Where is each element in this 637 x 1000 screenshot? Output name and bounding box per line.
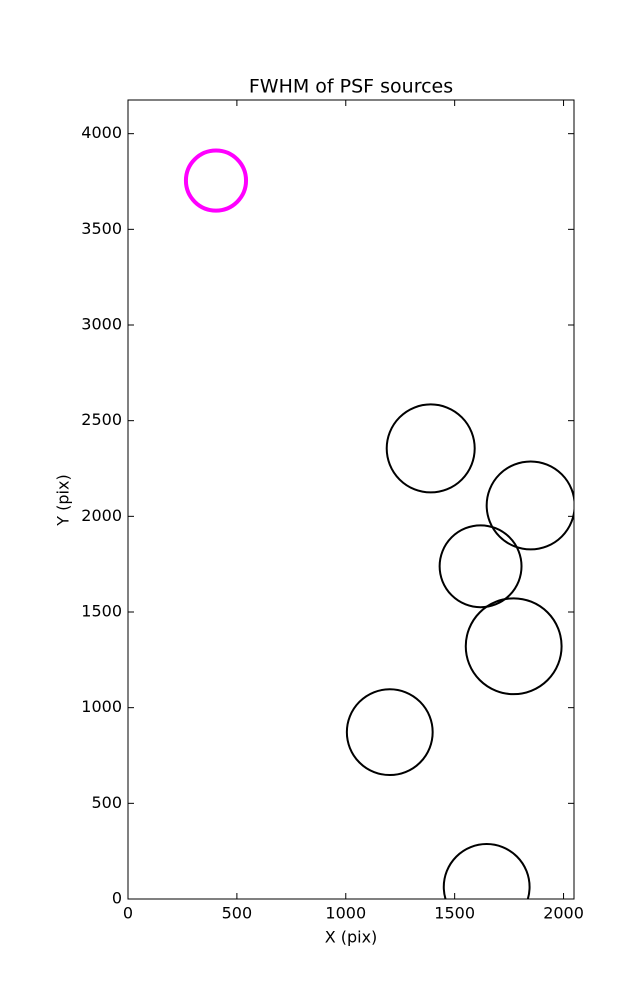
y-tick-label: 0 [112, 889, 122, 908]
source-circle [485, 460, 574, 551]
y-tick-label: 3000 [81, 315, 122, 334]
y-tick-label: 500 [91, 793, 122, 812]
chart-title: FWHM of PSF sources [249, 76, 453, 98]
source-circle [442, 843, 531, 899]
y-tick-label: 3500 [81, 219, 122, 238]
source-circle [345, 688, 434, 777]
x-tick-label: 500 [222, 904, 253, 923]
source-circle [464, 597, 563, 696]
x-tick-label: 2000 [543, 904, 584, 923]
y-axis-label: Y (pix) [54, 474, 73, 526]
x-tick-label: 1000 [325, 904, 366, 923]
x-tick-label: 0 [123, 904, 133, 923]
y-tick-label: 2000 [81, 506, 122, 525]
y-tick-label: 4000 [81, 123, 122, 142]
x-tick-label: 1500 [434, 904, 475, 923]
y-tick-label: 2500 [81, 410, 122, 429]
source-circle [385, 403, 476, 494]
y-tick-label: 1000 [81, 697, 122, 716]
axes-frame [127, 99, 575, 900]
x-axis-label: X (pix) [325, 928, 378, 947]
source-circle [183, 148, 249, 213]
plot-area [183, 148, 574, 899]
y-tick-label: 1500 [81, 602, 122, 621]
source-circle [438, 524, 523, 609]
